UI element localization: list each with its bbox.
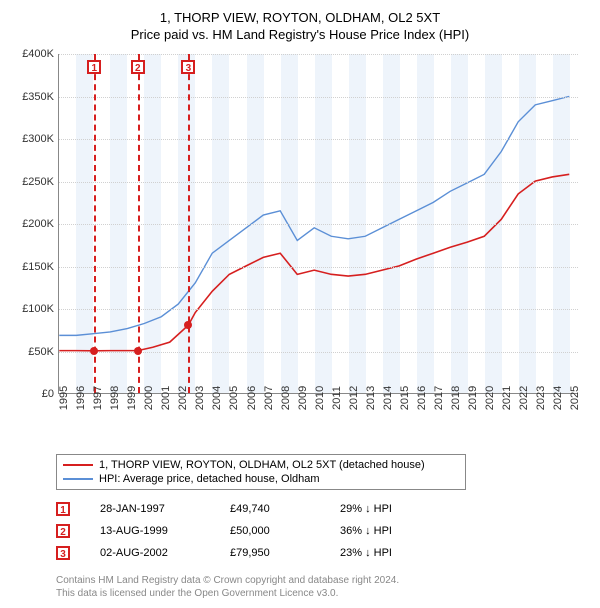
series-hpi <box>59 96 569 335</box>
x-tick-label: 2004 <box>211 386 223 410</box>
y-tick-label: £250K <box>10 176 54 188</box>
sale-vline <box>188 54 190 393</box>
x-tick-label: 1996 <box>75 386 87 410</box>
x-tick-label: 2022 <box>518 386 530 410</box>
series-price_paid <box>59 174 569 350</box>
sale-vline <box>94 54 96 393</box>
sale-point <box>184 321 192 329</box>
x-tick-label: 1997 <box>92 386 104 410</box>
y-tick-label: £350K <box>10 91 54 103</box>
sales-diff: 23% ↓ HPI <box>340 547 430 559</box>
x-tick-label: 2007 <box>263 386 275 410</box>
x-tick-label: 2006 <box>246 386 258 410</box>
legend-box: 1, THORP VIEW, ROYTON, OLDHAM, OL2 5XT (… <box>56 454 466 490</box>
x-tick-label: 2021 <box>501 386 513 410</box>
sales-diff: 36% ↓ HPI <box>340 525 430 537</box>
x-tick-label: 2025 <box>569 386 581 410</box>
sales-row: 1 28-JAN-1997 £49,740 29% ↓ HPI <box>56 498 592 520</box>
y-tick-label: £200K <box>10 218 54 230</box>
x-tick-label: 2016 <box>416 386 428 410</box>
sales-marker: 1 <box>56 502 70 516</box>
x-tick-label: 2015 <box>399 386 411 410</box>
sales-marker: 2 <box>56 524 70 538</box>
legend-row: HPI: Average price, detached house, Oldh… <box>63 472 459 486</box>
x-tick-label: 2023 <box>535 386 547 410</box>
y-tick-label: £50K <box>10 346 54 358</box>
y-tick-label: £300K <box>10 133 54 145</box>
footnote-line1: Contains HM Land Registry data © Crown c… <box>56 574 592 587</box>
x-tick-label: 2012 <box>348 386 360 410</box>
x-tick-label: 2011 <box>331 386 343 410</box>
y-tick-label: £400K <box>10 48 54 60</box>
x-tick-label: 2020 <box>484 386 496 410</box>
sale-marker-box: 3 <box>181 60 195 74</box>
sales-row: 2 13-AUG-1999 £50,000 36% ↓ HPI <box>56 520 592 542</box>
legend-label: 1, THORP VIEW, ROYTON, OLDHAM, OL2 5XT (… <box>99 459 425 471</box>
y-tick-label: £0 <box>10 388 54 400</box>
legend-swatch <box>63 464 93 466</box>
y-tick-label: £100K <box>10 303 54 315</box>
plot-area: 1 2 3 <box>58 54 578 394</box>
x-tick-label: 2003 <box>194 386 206 410</box>
legend-row: 1, THORP VIEW, ROYTON, OLDHAM, OL2 5XT (… <box>63 458 459 472</box>
sales-row: 3 02-AUG-2002 £79,950 23% ↓ HPI <box>56 542 592 564</box>
sale-point <box>90 347 98 355</box>
chart-title-line2: Price paid vs. HM Land Registry's House … <box>8 27 592 42</box>
x-tick-label: 2013 <box>365 386 377 410</box>
sale-point <box>134 347 142 355</box>
x-tick-label: 2000 <box>143 386 155 410</box>
x-tick-label: 2005 <box>228 386 240 410</box>
sales-price: £50,000 <box>230 525 310 537</box>
sale-vline <box>138 54 140 393</box>
x-tick-label: 2018 <box>450 386 462 410</box>
x-tick-label: 2019 <box>467 386 479 410</box>
sales-price: £49,740 <box>230 503 310 515</box>
footnote: Contains HM Land Registry data © Crown c… <box>56 574 592 600</box>
x-tick-label: 1999 <box>126 386 138 410</box>
x-tick-label: 2009 <box>297 386 309 410</box>
chart-title-line1: 1, THORP VIEW, ROYTON, OLDHAM, OL2 5XT <box>8 10 592 25</box>
sales-diff: 29% ↓ HPI <box>340 503 430 515</box>
sale-marker-box: 1 <box>87 60 101 74</box>
sales-price: £79,950 <box>230 547 310 559</box>
x-tick-label: 2008 <box>280 386 292 410</box>
x-tick-label: 2010 <box>314 386 326 410</box>
sales-table: 1 28-JAN-1997 £49,740 29% ↓ HPI 2 13-AUG-1999… <box>56 498 592 564</box>
x-tick-label: 1995 <box>58 386 70 410</box>
chart-container: 1 2 3 £0 £50K £100K £150K £200K £250K £300K £350K… <box>10 48 590 448</box>
x-tick-label: 2024 <box>552 386 564 410</box>
x-tick-label: 2001 <box>160 386 172 410</box>
y-tick-label: £150K <box>10 261 54 273</box>
legend-swatch <box>63 478 93 480</box>
x-tick-label: 1998 <box>109 386 121 410</box>
sales-date: 28-JAN-1997 <box>100 503 200 515</box>
x-tick-label: 2014 <box>382 386 394 410</box>
sale-marker-box: 2 <box>131 60 145 74</box>
footnote-line2: This data is licensed under the Open Gov… <box>56 587 592 600</box>
x-tick-label: 2017 <box>433 386 445 410</box>
legend-label: HPI: Average price, detached house, Oldh… <box>99 473 320 485</box>
sales-date: 13-AUG-1999 <box>100 525 200 537</box>
sales-date: 02-AUG-2002 <box>100 547 200 559</box>
x-tick-label: 2002 <box>177 386 189 410</box>
sales-marker: 3 <box>56 546 70 560</box>
